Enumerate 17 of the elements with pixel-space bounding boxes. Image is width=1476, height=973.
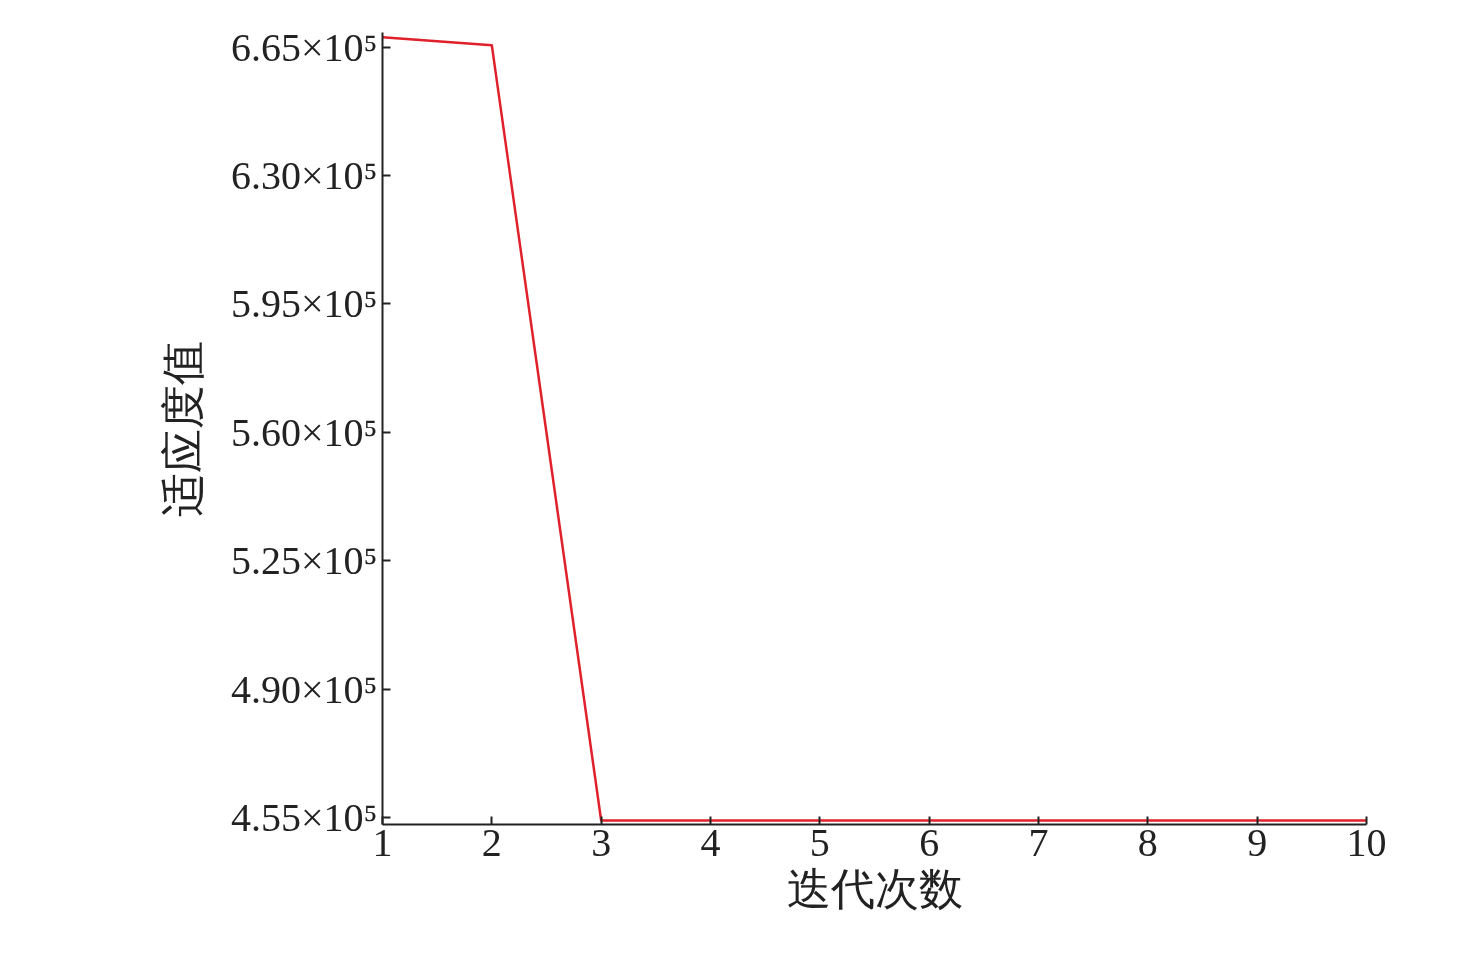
y-tick-label: 4.90×10⁵ bbox=[231, 666, 378, 712]
x-axis-title: 迭代次数 bbox=[786, 862, 963, 914]
y-tick-label: 6.65×10⁵ bbox=[231, 24, 378, 70]
y-tick-label: 5.25×10⁵ bbox=[231, 538, 378, 584]
x-tick-label: 3 bbox=[591, 819, 612, 865]
x-tick-label: 2 bbox=[481, 819, 502, 865]
x-tick-label: 5 bbox=[809, 819, 830, 865]
x-tick-label: 4 bbox=[700, 819, 721, 865]
x-tick-label: 7 bbox=[1028, 819, 1049, 865]
x-tick-label: 9 bbox=[1247, 819, 1268, 865]
x-tick-label: 10 bbox=[1346, 819, 1387, 865]
y-tick-label: 5.95×10⁵ bbox=[231, 281, 378, 327]
y-axis-title: 适应度值 bbox=[157, 340, 208, 517]
y-tick-label: 6.30×10⁵ bbox=[231, 153, 378, 199]
x-tick-label: 6 bbox=[919, 819, 940, 865]
y-tick-label: 5.60×10⁵ bbox=[231, 409, 378, 455]
x-tick-label: 8 bbox=[1137, 819, 1158, 865]
